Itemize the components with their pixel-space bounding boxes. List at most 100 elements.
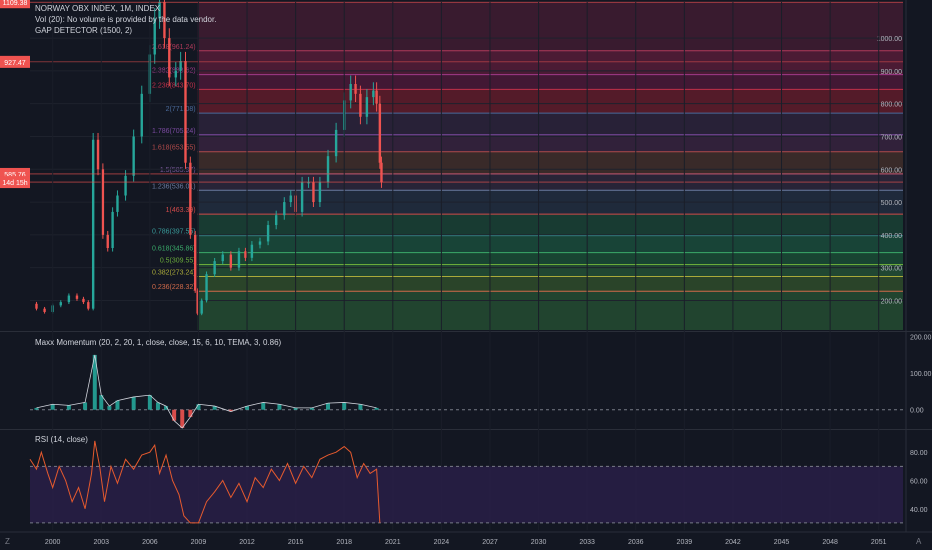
price-candle [244, 251, 247, 258]
time-tick-label: 2015 [288, 539, 304, 546]
rsi-tick-label: 80.00 [910, 450, 928, 457]
price-candle [82, 298, 85, 303]
price-tag-label: 1109.38 [3, 0, 28, 7]
rsi-band [30, 466, 903, 523]
time-tick-label: 2003 [93, 539, 109, 546]
price-tick-label: 900.00 [881, 69, 903, 76]
price-candle [179, 61, 182, 71]
fib-zone [197, 252, 903, 265]
momentum-bar [172, 409, 177, 421]
fib-level-label: 1.236(536.01) [152, 183, 196, 190]
price-candle [196, 290, 199, 314]
price-tag-label: 14d 15h [2, 180, 27, 187]
time-tick-label: 2000 [45, 539, 61, 546]
timezone-toggle[interactable]: Z [5, 537, 10, 546]
momentum-bar [342, 402, 347, 410]
price-tag [0, 0, 30, 9]
price-candle [67, 295, 71, 303]
price-candle [318, 182, 322, 203]
time-tick-label: 2009 [191, 539, 207, 546]
fib-level-label: 2(771.08) [166, 106, 196, 113]
momentum-bar [34, 407, 39, 410]
price-candle [307, 182, 310, 184]
momentum-bar [196, 404, 201, 410]
price-candle [365, 97, 369, 117]
price-candle [266, 225, 270, 242]
auto-scale-toggle[interactable]: A [916, 537, 922, 546]
price-candle [380, 162, 383, 183]
fib-zone [197, 50, 903, 75]
momentum-tick-label: 200.00 [910, 335, 932, 342]
time-tick-label: 2039 [677, 539, 693, 546]
time-tick-label: 2018 [336, 539, 352, 546]
momentum-bar [245, 406, 250, 410]
price-candle [375, 90, 378, 104]
fib-level-label: 2.236(843.70) [152, 82, 196, 89]
chart-legend: NORWAY OBX INDEX, 1M, INDEX Vol (20): No… [35, 3, 216, 36]
momentum-bar [180, 409, 185, 428]
price-tick-label: 400.00 [881, 233, 903, 240]
price-tick-label: 700.00 [881, 134, 903, 141]
momentum-bar [66, 405, 71, 410]
momentum-bar [228, 409, 233, 412]
price-candle [75, 295, 79, 299]
price-candle [168, 38, 171, 78]
price-candle [140, 93, 143, 137]
price-candle [326, 156, 330, 183]
fib-level-label: 0.382(273.24) [152, 269, 196, 276]
fib-zone [197, 276, 903, 292]
time-tick-label: 2012 [239, 539, 255, 546]
momentum-line [36, 354, 377, 429]
price-candle [111, 211, 114, 248]
price-candle [334, 129, 338, 157]
symbol-title: NORWAY OBX INDEX, 1M, INDEX [35, 4, 161, 13]
fib-zone [197, 214, 903, 236]
price-candle [35, 303, 38, 309]
gap-detector-label: GAP DETECTOR (1500, 2) [35, 26, 133, 35]
price-candle [221, 254, 224, 262]
price-candle [43, 308, 46, 312]
time-tick-label: 2006 [142, 539, 158, 546]
price-candle [158, 2, 161, 19]
price-candle [205, 274, 208, 301]
momentum-bar [50, 404, 55, 410]
time-tick-label: 2042 [725, 539, 741, 546]
fib-zone [197, 74, 903, 90]
rsi-line [29, 440, 381, 524]
price-candle [289, 195, 292, 203]
price-candle [194, 234, 197, 291]
price-tick-label: 200.00 [881, 298, 903, 305]
fib-level-label: 2.618(961.24) [152, 44, 196, 51]
time-tick-label: 2021 [385, 539, 401, 546]
price-tag [0, 176, 30, 189]
price-candle [91, 139, 95, 309]
price-candle [378, 103, 382, 163]
price-tick-label: 1000.00 [877, 36, 902, 43]
price-candle [213, 261, 216, 275]
momentum-bar [92, 354, 97, 410]
price-candle [312, 182, 315, 203]
fib-zone [197, 264, 903, 277]
price-tick-label: 500.00 [881, 200, 903, 207]
price-candle [59, 302, 62, 306]
price-candle [101, 169, 105, 235]
momentum-bar [107, 406, 112, 410]
price-candle [274, 215, 278, 226]
fib-level-label: 1.786(705.24) [152, 128, 196, 135]
momentum-tick-label: 100.00 [910, 371, 932, 378]
rsi-pane-title: RSI (14, close) [35, 435, 88, 444]
time-tick-label: 2027 [482, 539, 498, 546]
momentum-bar [277, 404, 282, 410]
price-candle [106, 234, 109, 248]
price-candle [372, 90, 375, 98]
time-tick-label: 2024 [434, 539, 450, 546]
fib-zone [197, 113, 903, 135]
momentum-bar [326, 403, 331, 410]
price-candle [124, 175, 127, 196]
price-tag-label: 585.76 [4, 172, 26, 179]
price-tick-label: 800.00 [881, 102, 903, 109]
momentum-bar [99, 395, 104, 410]
price-candle [153, 18, 156, 55]
time-tick-label: 2051 [871, 539, 887, 546]
